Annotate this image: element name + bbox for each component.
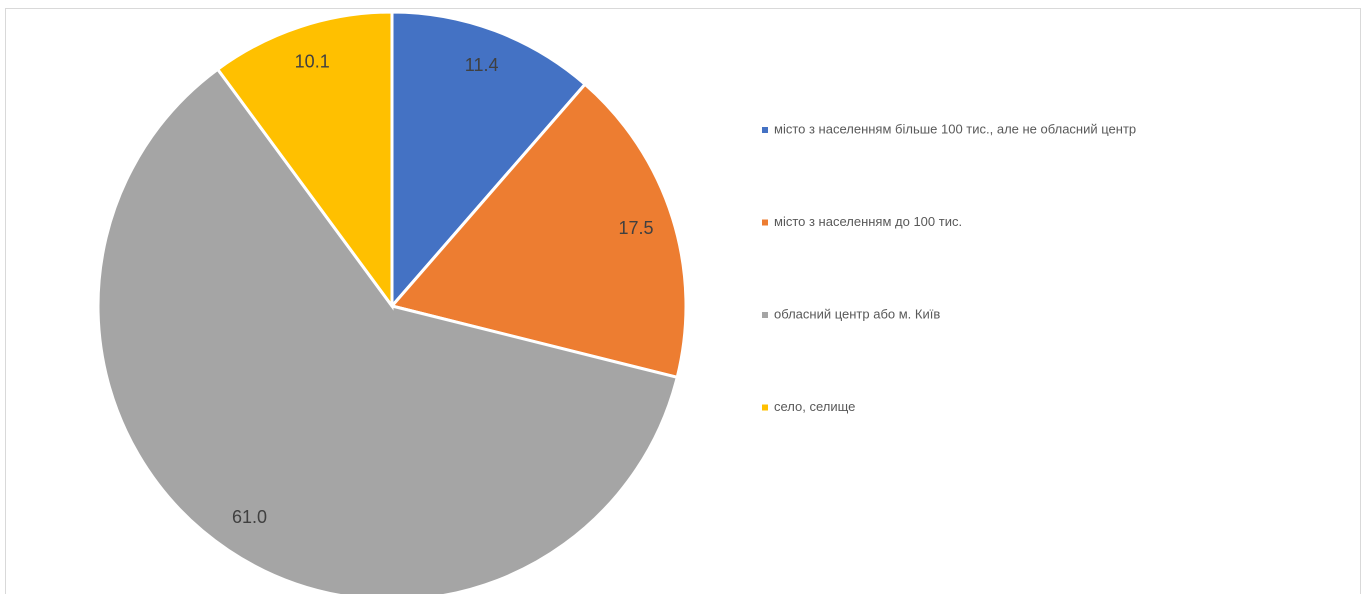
pie-slice bbox=[389, 82, 688, 380]
legend-swatch bbox=[762, 312, 768, 318]
legend-label: обласний центр або м. Київ bbox=[774, 306, 940, 321]
legend-swatch bbox=[762, 404, 768, 411]
legend-label: село, селище bbox=[774, 399, 855, 414]
data-label: 10.1 bbox=[295, 52, 330, 72]
data-label: 11.4 bbox=[465, 55, 499, 75]
legend-swatch bbox=[762, 127, 768, 133]
pie-slice bbox=[390, 10, 588, 311]
pie-slice bbox=[215, 10, 394, 311]
data-label: 17.5 bbox=[618, 218, 653, 238]
data-label: 61.0 bbox=[232, 507, 267, 527]
legend-label: місто з населенням більше 100 тис., але … bbox=[774, 121, 1136, 136]
pie-slice bbox=[96, 67, 680, 594]
legend-swatch bbox=[762, 219, 768, 226]
legend-label: місто з населенням до 100 тис. bbox=[774, 214, 962, 229]
